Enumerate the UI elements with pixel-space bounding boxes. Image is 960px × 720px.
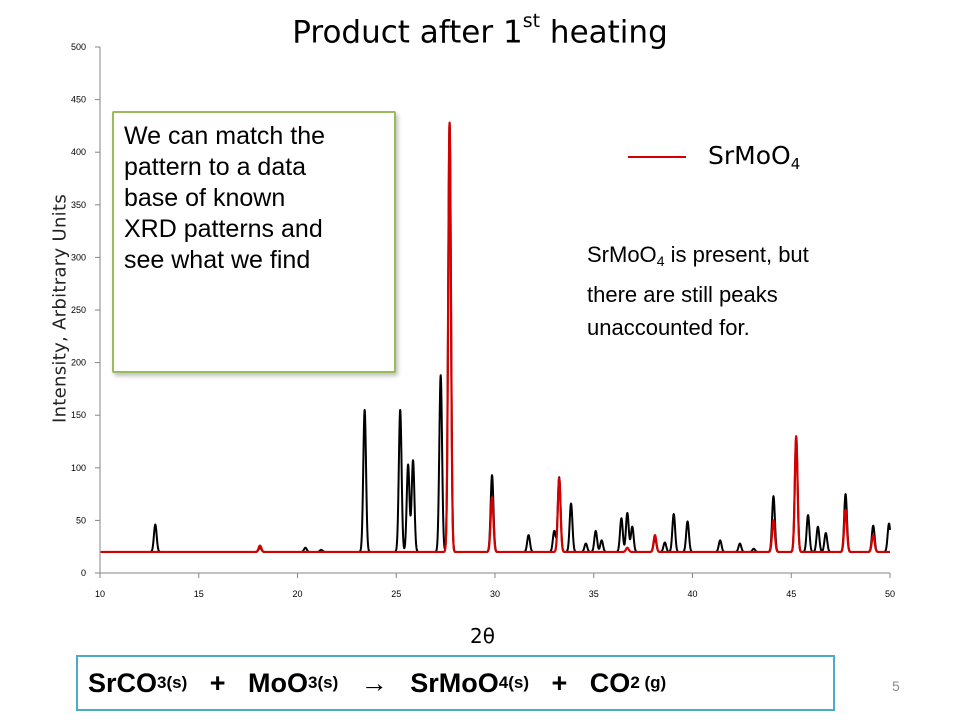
slide-title: Product after 1st heating bbox=[292, 10, 668, 51]
y-tick-label: 450 bbox=[71, 95, 86, 105]
y-tick-label: 350 bbox=[71, 200, 86, 210]
page-number: 5 bbox=[892, 678, 900, 694]
callout-line: see what we find bbox=[124, 246, 311, 274]
chart-series bbox=[99, 121, 891, 554]
series-line-srmoo4 bbox=[99, 121, 891, 554]
chart-axes: 0 50 100 150 200 250 300 350 400 450 500 10 15 20 25 30… bbox=[71, 42, 895, 599]
x-tick-label: 35 bbox=[589, 589, 599, 599]
callout-line: pattern to a data bbox=[124, 153, 307, 181]
callout-box: We can match the pattern to a data base … bbox=[112, 111, 396, 373]
note-line-2: there are still peaks bbox=[587, 282, 778, 307]
x-tick-label: 25 bbox=[391, 589, 401, 599]
x-tick-label: 10 bbox=[95, 589, 105, 599]
y-axis-label: Intensity, Arbitrary Units bbox=[49, 194, 71, 424]
chart-legend: SrMoO4 bbox=[628, 140, 800, 174]
y-tick-label: 500 bbox=[71, 42, 86, 52]
callout-line: XRD patterns and bbox=[124, 215, 323, 243]
arrow-icon: → bbox=[338, 667, 411, 698]
annotation-note: SrMoO4 is present, but there are still p… bbox=[587, 238, 917, 344]
y-tick-label: 50 bbox=[76, 515, 86, 525]
callout-line: base of known bbox=[124, 184, 286, 212]
x-tick-label: 30 bbox=[490, 589, 500, 599]
callout-line: We can match the bbox=[124, 122, 326, 150]
legend-label: SrMoO4 bbox=[708, 141, 801, 173]
y-tick-label: 200 bbox=[71, 358, 86, 368]
note-line-3: unaccounted for. bbox=[587, 315, 750, 340]
x-tick-label: 50 bbox=[885, 589, 895, 599]
y-tick-label: 0 bbox=[81, 568, 86, 578]
reaction-equation: SrCO 3(s) + MoO 3(s) → SrMoO 4(s) + CO 2 (g) bbox=[76, 655, 835, 711]
x-tick-label: 20 bbox=[292, 589, 302, 599]
y-tick-label: 150 bbox=[71, 410, 86, 420]
x-axis-label: 2θ bbox=[470, 624, 495, 648]
y-tick-label: 300 bbox=[71, 252, 86, 262]
y-tick-label: 400 bbox=[71, 147, 86, 157]
note-line-1: SrMoO4 is present, but bbox=[587, 242, 809, 269]
legend-swatch bbox=[628, 156, 686, 158]
x-tick-label: 15 bbox=[194, 589, 204, 599]
y-tick-label: 100 bbox=[71, 463, 86, 473]
y-tick-label: 250 bbox=[71, 305, 86, 315]
x-tick-label: 45 bbox=[786, 589, 796, 599]
x-tick-label: 40 bbox=[687, 589, 697, 599]
